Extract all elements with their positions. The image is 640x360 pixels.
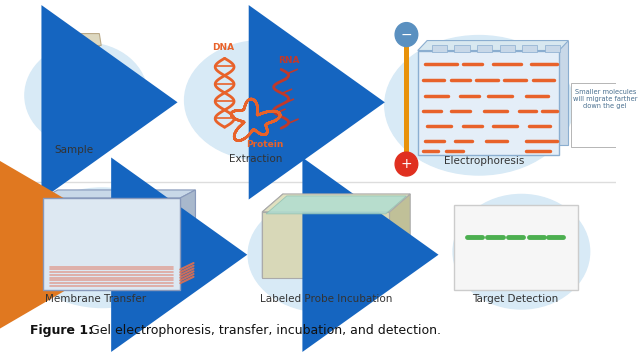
Text: Target Detection: Target Detection	[472, 293, 558, 303]
FancyBboxPatch shape	[500, 45, 515, 53]
Polygon shape	[77, 84, 95, 145]
Text: Electrophoresis: Electrophoresis	[444, 156, 524, 166]
Polygon shape	[58, 190, 195, 282]
Circle shape	[395, 152, 418, 176]
Polygon shape	[43, 198, 180, 289]
Ellipse shape	[20, 188, 184, 307]
Text: Labeled Probe Incubation: Labeled Probe Incubation	[260, 293, 392, 303]
Polygon shape	[71, 33, 101, 45]
Text: DNA: DNA	[212, 42, 234, 51]
Polygon shape	[418, 41, 568, 50]
Text: −: −	[401, 28, 412, 41]
Text: Membrane Transfer: Membrane Transfer	[45, 293, 146, 303]
Text: +: +	[401, 157, 412, 171]
FancyBboxPatch shape	[477, 45, 492, 53]
Text: Gel electrophoresis, transfer, incubation, and detection.: Gel electrophoresis, transfer, incubatio…	[86, 324, 441, 337]
Polygon shape	[77, 115, 95, 145]
Text: Extraction: Extraction	[229, 154, 282, 164]
Ellipse shape	[248, 197, 399, 312]
FancyBboxPatch shape	[432, 45, 447, 53]
Text: RNA: RNA	[278, 57, 300, 66]
Polygon shape	[180, 190, 195, 289]
FancyBboxPatch shape	[572, 84, 639, 147]
FancyBboxPatch shape	[545, 45, 560, 53]
Polygon shape	[73, 45, 99, 145]
Polygon shape	[262, 212, 390, 278]
Text: Sample: Sample	[54, 145, 93, 155]
Polygon shape	[427, 41, 568, 145]
FancyBboxPatch shape	[454, 45, 470, 53]
FancyBboxPatch shape	[522, 45, 538, 53]
Polygon shape	[418, 50, 559, 155]
Text: Protein: Protein	[246, 140, 284, 149]
Ellipse shape	[453, 194, 589, 309]
Polygon shape	[43, 190, 195, 198]
Polygon shape	[390, 194, 410, 278]
Ellipse shape	[184, 41, 340, 160]
Polygon shape	[262, 194, 283, 278]
Circle shape	[395, 23, 418, 46]
Ellipse shape	[385, 36, 573, 175]
FancyBboxPatch shape	[404, 41, 409, 155]
Text: Figure 1:: Figure 1:	[29, 324, 93, 337]
Polygon shape	[262, 194, 410, 212]
Polygon shape	[262, 260, 410, 278]
Ellipse shape	[25, 43, 147, 148]
Polygon shape	[266, 196, 406, 214]
Text: Smaller molecules
will migrate farther
down the gel: Smaller molecules will migrate farther d…	[573, 89, 637, 109]
Polygon shape	[454, 205, 578, 289]
